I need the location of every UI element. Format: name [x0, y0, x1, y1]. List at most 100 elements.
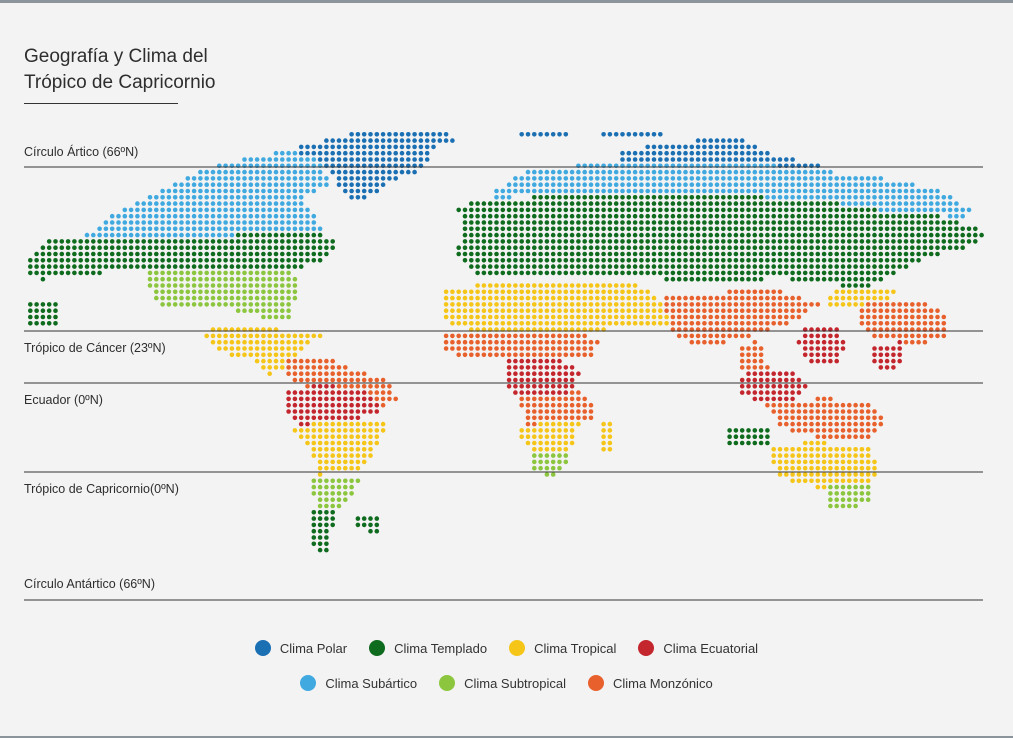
climate-dot-templado: [595, 201, 600, 206]
climate-dot-subartico: [198, 207, 203, 213]
climate-dot-tropical: [601, 428, 606, 433]
climate-dot-templado: [714, 226, 720, 232]
climate-dot-templado: [758, 264, 764, 269]
climate-dot-monzonico: [733, 295, 739, 301]
climate-dot-monzonico: [903, 333, 909, 339]
climate-dot-templado: [847, 258, 852, 263]
climate-dot-monzonico: [550, 333, 556, 339]
climate-dot-templado: [317, 547, 323, 553]
climate-dot-templado: [298, 232, 304, 238]
climate-dot-polar: [714, 138, 720, 143]
climate-dot-subartico: [286, 207, 291, 213]
climate-dot-tropical: [828, 295, 833, 301]
climate-dot-subartico: [229, 201, 235, 206]
climate-dot-templado: [847, 245, 852, 250]
climate-dot-templado: [790, 201, 795, 206]
climate-dot-templado: [658, 245, 663, 250]
climate-dot-subtropical: [261, 302, 266, 307]
climate-dot-templado: [727, 239, 732, 244]
climate-dot-monzonico: [872, 321, 877, 326]
climate-dot-monzonico: [928, 314, 934, 320]
climate-dot-subartico: [563, 188, 569, 194]
climate-dot-tropical: [355, 434, 361, 440]
climate-dot-ecuatorial: [746, 371, 751, 377]
climate-dot-subartico: [166, 226, 172, 232]
climate-dot-subtropical: [317, 503, 323, 509]
climate-dot-polar: [368, 176, 373, 181]
climate-dot-templado: [733, 276, 739, 282]
climate-dot-tropical: [550, 295, 556, 301]
climate-dot-monzonico: [525, 402, 531, 408]
climate-dot-polar: [601, 132, 606, 137]
climate-dot-templado: [639, 232, 644, 238]
climate-dot-subtropical: [834, 497, 839, 503]
climate-dot-ecuatorial: [506, 377, 512, 383]
climate-dot-polar: [632, 132, 638, 137]
climate-dot-tropical: [777, 465, 783, 471]
climate-dot-tropical: [311, 421, 317, 427]
climate-dot-templado: [733, 213, 739, 219]
climate-dot-templado: [784, 251, 789, 257]
climate-dot-subartico: [128, 207, 134, 213]
climate-dot-monzonico: [336, 371, 342, 377]
climate-dot-monzonico: [752, 352, 758, 358]
climate-dot-subtropical: [179, 270, 184, 276]
climate-dot-subartico: [853, 182, 858, 187]
climate-dot-subtropical: [179, 289, 184, 295]
climate-dot-tropical: [500, 295, 506, 301]
climate-dot-tropical: [865, 465, 871, 471]
climate-dot-monzonico: [765, 365, 770, 370]
climate-dot-monzonico: [670, 308, 676, 314]
climate-dot-subartico: [557, 188, 562, 194]
climate-dot-templado: [821, 270, 827, 276]
climate-dot-polar: [355, 176, 361, 181]
climate-dot-templado: [834, 201, 839, 206]
climate-dot-templado: [683, 220, 688, 225]
climate-dot-tropical: [569, 321, 575, 326]
climate-dot-subartico: [601, 176, 606, 181]
climate-dot-tropical: [242, 352, 247, 358]
climate-dot-templado: [525, 251, 531, 257]
climate-dot-subartico: [626, 188, 632, 194]
climate-dot-monzonico: [828, 428, 833, 433]
climate-dot-templado: [519, 213, 524, 219]
climate-dot-monzonico: [853, 415, 858, 421]
climate-dot-subartico: [185, 176, 191, 181]
climate-dot-templado: [658, 258, 663, 263]
climate-dot-monzonico: [330, 371, 336, 377]
climate-dot-templado: [46, 245, 52, 250]
climate-dot-templado: [784, 264, 789, 269]
climate-dot-polar: [431, 144, 436, 150]
climate-dot-templado: [185, 245, 191, 250]
climate-dot-subartico: [311, 182, 317, 187]
climate-dot-subartico: [292, 207, 298, 213]
climate-dot-monzonico: [746, 321, 751, 326]
climate-dot-templado: [639, 213, 644, 219]
climate-dot-tropical: [292, 339, 298, 345]
climate-dot-polar: [695, 157, 701, 162]
climate-dot-subartico: [198, 182, 203, 187]
climate-dot-subartico: [563, 176, 569, 181]
climate-dot-ecuatorial: [878, 365, 884, 370]
climate-dot-monzonico: [557, 402, 562, 408]
climate-dot-templado: [865, 220, 871, 225]
climate-dot-subtropical: [254, 270, 260, 276]
climate-dot-subartico: [179, 195, 184, 200]
climate-dot-templado: [298, 258, 304, 263]
climate-dot-templado: [217, 251, 222, 257]
climate-dot-templado: [500, 213, 506, 219]
climate-dot-subtropical: [267, 289, 273, 295]
climate-dot-monzonico: [916, 339, 921, 345]
climate-dot-subartico: [500, 188, 506, 194]
climate-dot-templado: [557, 270, 562, 276]
climate-dot-templado: [670, 276, 676, 282]
climate-dot-monzonico: [809, 409, 814, 414]
climate-dot-tropical: [261, 346, 266, 351]
climate-dot-monzonico: [935, 314, 940, 320]
climate-dot-tropical: [280, 346, 285, 351]
climate-dot-templado: [954, 239, 959, 244]
climate-dot-templado: [777, 264, 783, 269]
climate-dot-templado: [500, 264, 506, 269]
climate-dot-subartico: [702, 182, 707, 187]
climate-dot-tropical: [532, 321, 537, 326]
